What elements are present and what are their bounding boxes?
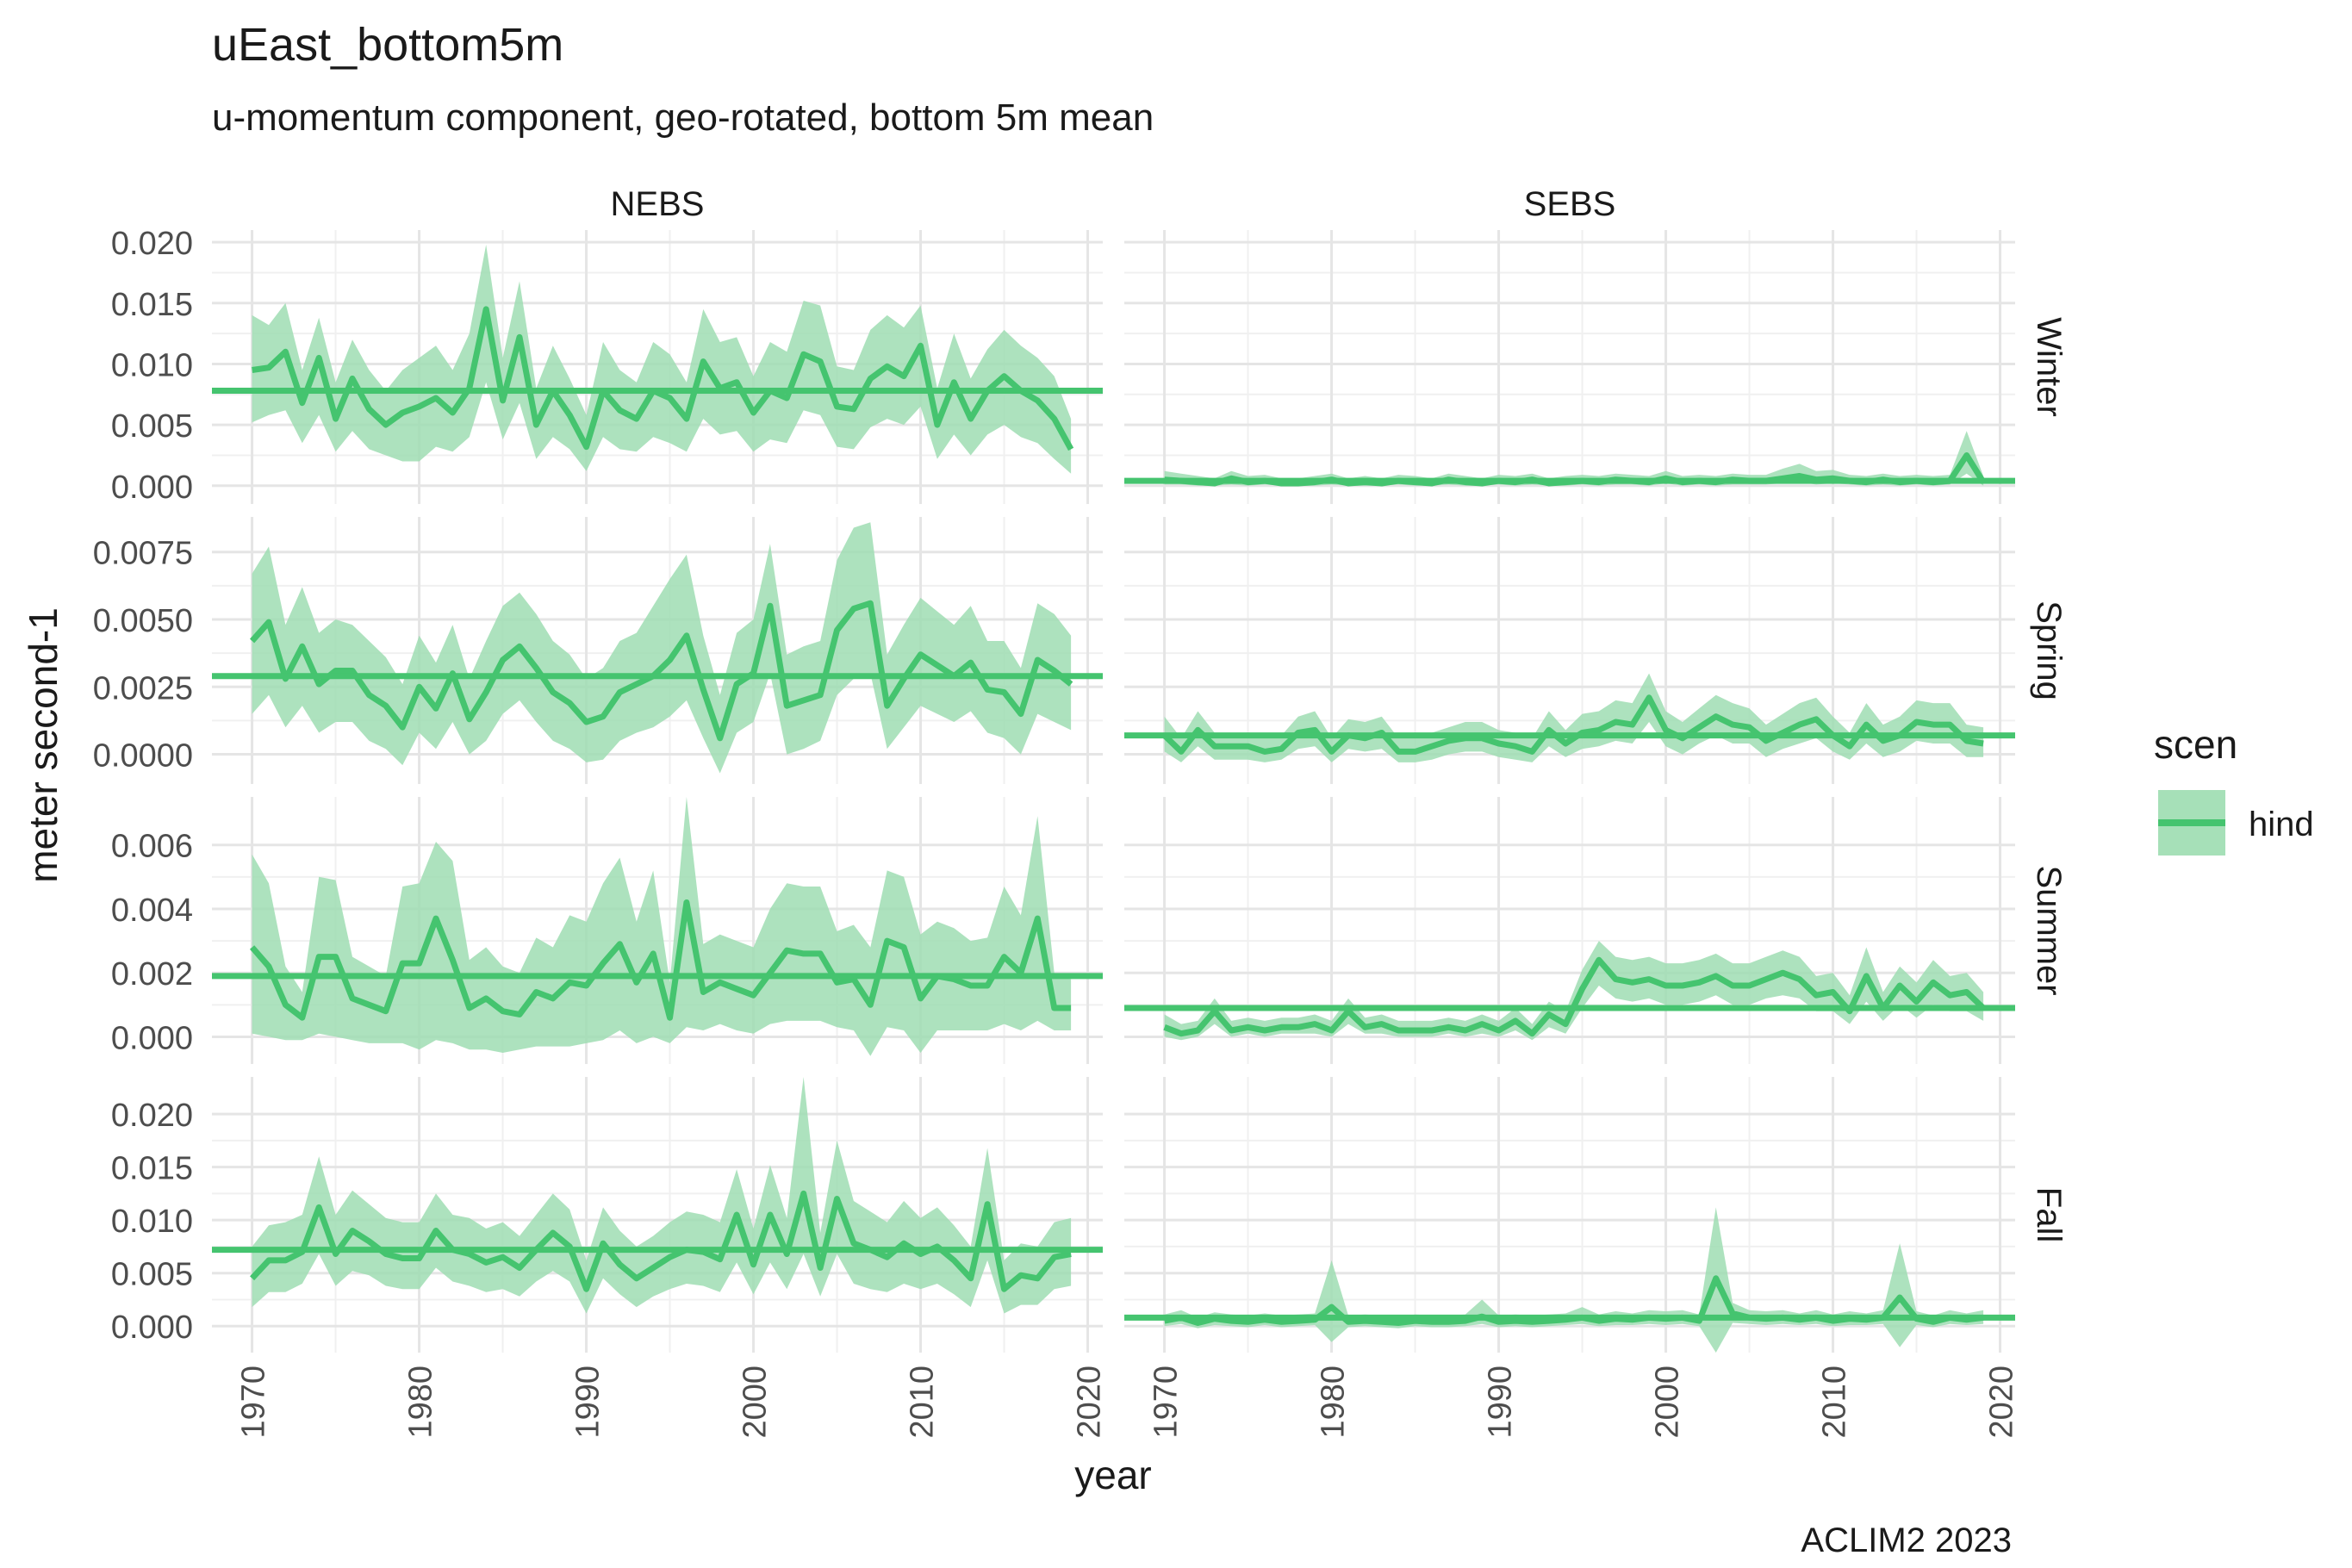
series-line-nebs-spring: [249, 600, 1073, 742]
band-sebs-summer: [1164, 941, 1984, 1041]
chart-title: uEast_bottom5m: [212, 19, 563, 71]
y-tick-label: 0.000: [111, 1310, 193, 1346]
y-tick-label: 0.0025: [93, 670, 193, 706]
legend-title: scen: [2154, 722, 2237, 767]
x-tick-label: 1980: [1316, 1366, 1352, 1439]
band-nebs-spring: [252, 522, 1072, 774]
x-tick-label: 1990: [570, 1366, 607, 1439]
y-tick-label: 0.0000: [93, 738, 193, 775]
y-tick-label: 0.000: [111, 1020, 193, 1056]
strip-label-summer: Summer: [2030, 865, 2068, 995]
panel-sebs-summer: [1124, 797, 2015, 1064]
panel-nebs-fall: 0.000 0.005 0.010 0.015 0.020: [111, 1077, 1103, 1353]
strip-label-spring: Spring: [2030, 600, 2068, 700]
strip-label-winter: Winter: [2030, 317, 2068, 417]
facet-strips: NEBS SEBS Winter Spring Summer Fall: [611, 185, 2068, 1242]
y-tick-label: 0.020: [111, 226, 193, 262]
x-tick-label: 2000: [737, 1366, 774, 1439]
y-tick-label: 0.006: [111, 829, 193, 865]
x-tick-label: 2020: [1984, 1366, 2020, 1439]
y-tick-label: 0.005: [111, 1257, 193, 1293]
y-tick-label: 0.0075: [93, 536, 193, 572]
strip-label-nebs: NEBS: [611, 185, 705, 223]
series-line-nebs-winter: [252, 306, 1074, 451]
y-tick-label: 0.015: [111, 1151, 193, 1187]
chart-subtitle: u-momentum component, geo-rotated, botto…: [212, 96, 1154, 139]
x-tick-label: 2010: [905, 1366, 941, 1439]
x-tick-label: 1970: [1148, 1366, 1185, 1439]
y-tick-label: 0.000: [111, 470, 193, 506]
y-tick-label: 0.010: [111, 347, 193, 383]
x-axis-title: year: [1074, 1453, 1151, 1497]
strip-label-sebs: SEBS: [1524, 185, 1616, 223]
x-tick-label: 1990: [1483, 1366, 1519, 1439]
panel-sebs-winter: [1124, 230, 2015, 504]
legend: scen hind: [2154, 722, 2314, 856]
panel-sebs-fall: [1124, 1077, 2015, 1353]
chart-caption: ACLIM2 2023: [1801, 1521, 2012, 1559]
x-tick-label: 1970: [236, 1366, 272, 1439]
y-tick-label: 0.004: [111, 893, 193, 929]
band-sebs-spring: [1164, 673, 1984, 762]
series-line-nebs-summer: [249, 899, 1072, 1021]
y-tick-label: 0.015: [111, 287, 193, 323]
band-sebs-winter: [1164, 431, 1984, 486]
facet-panels: 0.0000.0050.0100.0150.0200.00000.00250.0…: [93, 226, 2015, 1353]
x-tick-label: 2020: [1072, 1366, 1108, 1439]
panel-sebs-spring: [1124, 517, 2015, 784]
legend-label-hind: hind: [2249, 806, 2314, 843]
y-tick-label: 0.0050: [93, 603, 193, 639]
band-nebs-winter: [252, 245, 1072, 474]
x-tick-label: 1980: [403, 1366, 439, 1439]
y-tick-label: 0.020: [111, 1098, 193, 1134]
y-tick-label: 0.005: [111, 408, 193, 445]
x-tick-label: 2000: [1650, 1366, 1686, 1439]
band-nebs-summer: [252, 797, 1072, 1056]
panel-nebs-winter: 0.000 0.005 0.010 0.015 0.020: [111, 226, 1103, 506]
panel-nebs-spring: 0.0000 0.0025 0.0050 0.0075: [93, 517, 1103, 784]
band-nebs-fall: [252, 1077, 1072, 1314]
y-tick-label: 0.002: [111, 956, 193, 992]
y-tick-label: 0.010: [111, 1204, 193, 1240]
y-axis-title: meter second-1: [21, 607, 65, 883]
x-axis: 1970 1980 1990 2000 2010 2020 1970 1980 1990 2000…: [236, 1366, 2020, 1439]
x-tick-label: 2010: [1817, 1366, 1853, 1439]
strip-label-fall: Fall: [2030, 1187, 2068, 1242]
panel-nebs-summer: 0.000 0.002 0.004 0.006: [111, 797, 1103, 1064]
